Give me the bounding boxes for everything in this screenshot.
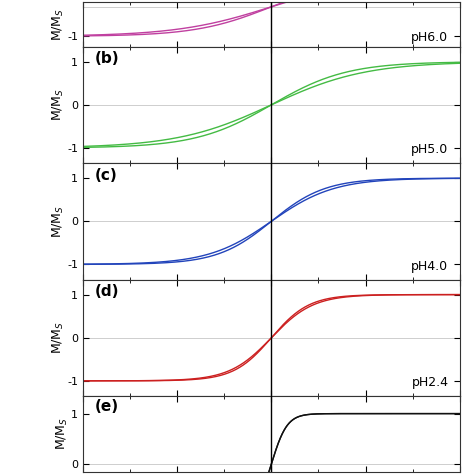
Y-axis label: M/M$_S$: M/M$_S$: [51, 205, 66, 238]
Y-axis label: M/M$_S$: M/M$_S$: [51, 8, 66, 41]
Y-axis label: M/M$_S$: M/M$_S$: [55, 417, 70, 450]
Text: (b): (b): [94, 51, 119, 66]
Text: pH5.0: pH5.0: [411, 143, 448, 156]
Text: (d): (d): [94, 284, 119, 299]
Text: pH4.0: pH4.0: [411, 259, 448, 273]
Text: (e): (e): [94, 399, 118, 414]
Y-axis label: M/M$_S$: M/M$_S$: [51, 321, 66, 354]
Text: pH6.0: pH6.0: [411, 31, 448, 44]
Text: (c): (c): [94, 168, 117, 182]
Y-axis label: M/M$_S$: M/M$_S$: [51, 88, 66, 121]
Text: pH2.4: pH2.4: [411, 376, 448, 389]
